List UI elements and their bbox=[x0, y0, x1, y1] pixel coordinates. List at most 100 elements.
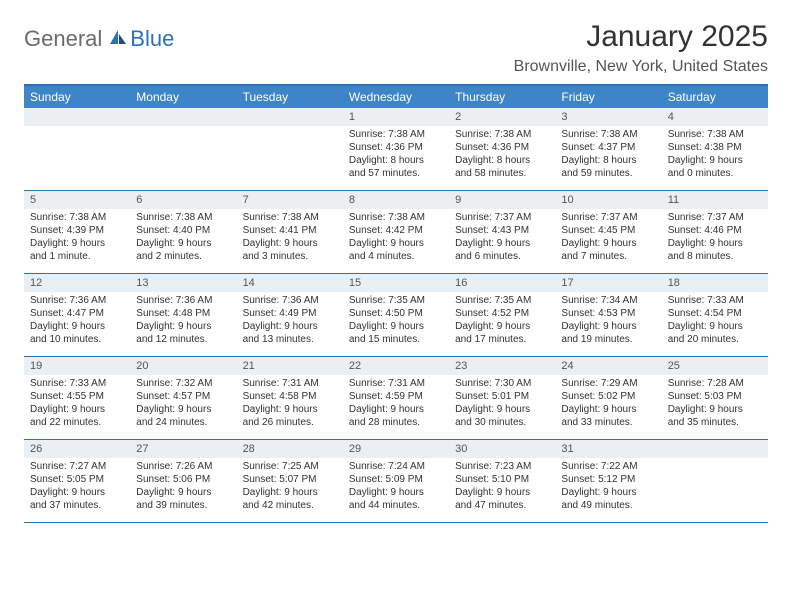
day-number: 8 bbox=[343, 191, 449, 209]
day-number: 15 bbox=[343, 274, 449, 292]
day-body: Sunrise: 7:36 AMSunset: 4:47 PMDaylight:… bbox=[24, 292, 130, 350]
sunrise-text: Sunrise: 7:37 AM bbox=[668, 211, 762, 224]
title-block: January 2025 Brownville, New York, Unite… bbox=[514, 20, 768, 76]
sunrise-text: Sunrise: 7:38 AM bbox=[349, 128, 443, 141]
day-cell: 31Sunrise: 7:22 AMSunset: 5:12 PMDayligh… bbox=[555, 440, 661, 522]
day-number: 16 bbox=[449, 274, 555, 292]
sunset-text: Sunset: 5:02 PM bbox=[561, 390, 655, 403]
daylight-text: Daylight: 8 hours and 59 minutes. bbox=[561, 154, 655, 180]
sunrise-text: Sunrise: 7:24 AM bbox=[349, 460, 443, 473]
sunset-text: Sunset: 4:52 PM bbox=[455, 307, 549, 320]
day-body: Sunrise: 7:38 AMSunset: 4:39 PMDaylight:… bbox=[24, 209, 130, 267]
day-body: Sunrise: 7:37 AMSunset: 4:43 PMDaylight:… bbox=[449, 209, 555, 267]
day-body bbox=[130, 126, 236, 132]
sunrise-text: Sunrise: 7:29 AM bbox=[561, 377, 655, 390]
day-body: Sunrise: 7:23 AMSunset: 5:10 PMDaylight:… bbox=[449, 458, 555, 516]
day-body: Sunrise: 7:33 AMSunset: 4:54 PMDaylight:… bbox=[662, 292, 768, 350]
daylight-text: Daylight: 9 hours and 2 minutes. bbox=[136, 237, 230, 263]
daylight-text: Daylight: 9 hours and 4 minutes. bbox=[349, 237, 443, 263]
logo-text-general: General bbox=[24, 26, 102, 52]
day-number: 23 bbox=[449, 357, 555, 375]
day-cell bbox=[24, 108, 130, 190]
sunrise-text: Sunrise: 7:31 AM bbox=[349, 377, 443, 390]
day-body: Sunrise: 7:36 AMSunset: 4:48 PMDaylight:… bbox=[130, 292, 236, 350]
day-body: Sunrise: 7:38 AMSunset: 4:38 PMDaylight:… bbox=[662, 126, 768, 184]
sunset-text: Sunset: 5:09 PM bbox=[349, 473, 443, 486]
sunset-text: Sunset: 4:47 PM bbox=[30, 307, 124, 320]
day-number: 19 bbox=[24, 357, 130, 375]
day-number: 30 bbox=[449, 440, 555, 458]
day-number: 9 bbox=[449, 191, 555, 209]
sunrise-text: Sunrise: 7:35 AM bbox=[455, 294, 549, 307]
daylight-text: Daylight: 9 hours and 28 minutes. bbox=[349, 403, 443, 429]
sunset-text: Sunset: 4:50 PM bbox=[349, 307, 443, 320]
day-cell bbox=[130, 108, 236, 190]
sunset-text: Sunset: 4:36 PM bbox=[349, 141, 443, 154]
daylight-text: Daylight: 9 hours and 3 minutes. bbox=[243, 237, 337, 263]
day-body: Sunrise: 7:24 AMSunset: 5:09 PMDaylight:… bbox=[343, 458, 449, 516]
sunrise-text: Sunrise: 7:28 AM bbox=[668, 377, 762, 390]
sunset-text: Sunset: 4:43 PM bbox=[455, 224, 549, 237]
day-cell: 7Sunrise: 7:38 AMSunset: 4:41 PMDaylight… bbox=[237, 191, 343, 273]
day-number: 24 bbox=[555, 357, 661, 375]
daylight-text: Daylight: 8 hours and 57 minutes. bbox=[349, 154, 443, 180]
daylight-text: Daylight: 9 hours and 49 minutes. bbox=[561, 486, 655, 512]
daylight-text: Daylight: 9 hours and 8 minutes. bbox=[668, 237, 762, 263]
week-row: 1Sunrise: 7:38 AMSunset: 4:36 PMDaylight… bbox=[24, 108, 768, 191]
sunset-text: Sunset: 4:38 PM bbox=[668, 141, 762, 154]
day-cell: 12Sunrise: 7:36 AMSunset: 4:47 PMDayligh… bbox=[24, 274, 130, 356]
day-cell: 28Sunrise: 7:25 AMSunset: 5:07 PMDayligh… bbox=[237, 440, 343, 522]
day-number: 21 bbox=[237, 357, 343, 375]
day-number: 2 bbox=[449, 108, 555, 126]
day-number: 20 bbox=[130, 357, 236, 375]
daylight-text: Daylight: 9 hours and 20 minutes. bbox=[668, 320, 762, 346]
sunrise-text: Sunrise: 7:22 AM bbox=[561, 460, 655, 473]
sunrise-text: Sunrise: 7:37 AM bbox=[455, 211, 549, 224]
day-cell: 24Sunrise: 7:29 AMSunset: 5:02 PMDayligh… bbox=[555, 357, 661, 439]
day-body: Sunrise: 7:37 AMSunset: 4:45 PMDaylight:… bbox=[555, 209, 661, 267]
sunset-text: Sunset: 4:49 PM bbox=[243, 307, 337, 320]
sunrise-text: Sunrise: 7:38 AM bbox=[30, 211, 124, 224]
sunrise-text: Sunrise: 7:26 AM bbox=[136, 460, 230, 473]
day-cell: 22Sunrise: 7:31 AMSunset: 4:59 PMDayligh… bbox=[343, 357, 449, 439]
logo-sail-icon bbox=[108, 28, 128, 51]
day-cell: 8Sunrise: 7:38 AMSunset: 4:42 PMDaylight… bbox=[343, 191, 449, 273]
day-body: Sunrise: 7:38 AMSunset: 4:37 PMDaylight:… bbox=[555, 126, 661, 184]
sunrise-text: Sunrise: 7:36 AM bbox=[30, 294, 124, 307]
sunset-text: Sunset: 4:37 PM bbox=[561, 141, 655, 154]
sunrise-text: Sunrise: 7:38 AM bbox=[243, 211, 337, 224]
sunrise-text: Sunrise: 7:38 AM bbox=[561, 128, 655, 141]
location: Brownville, New York, United States bbox=[514, 58, 768, 76]
dayhead-row: SundayMondayTuesdayWednesdayThursdayFrid… bbox=[24, 86, 768, 108]
day-cell: 1Sunrise: 7:38 AMSunset: 4:36 PMDaylight… bbox=[343, 108, 449, 190]
day-body: Sunrise: 7:38 AMSunset: 4:41 PMDaylight:… bbox=[237, 209, 343, 267]
sunset-text: Sunset: 5:06 PM bbox=[136, 473, 230, 486]
sunset-text: Sunset: 4:42 PM bbox=[349, 224, 443, 237]
sunset-text: Sunset: 4:45 PM bbox=[561, 224, 655, 237]
day-body: Sunrise: 7:27 AMSunset: 5:05 PMDaylight:… bbox=[24, 458, 130, 516]
sunset-text: Sunset: 4:39 PM bbox=[30, 224, 124, 237]
day-body: Sunrise: 7:32 AMSunset: 4:57 PMDaylight:… bbox=[130, 375, 236, 433]
sunset-text: Sunset: 4:40 PM bbox=[136, 224, 230, 237]
day-number: 31 bbox=[555, 440, 661, 458]
day-cell: 10Sunrise: 7:37 AMSunset: 4:45 PMDayligh… bbox=[555, 191, 661, 273]
day-body: Sunrise: 7:38 AMSunset: 4:42 PMDaylight:… bbox=[343, 209, 449, 267]
day-number: 29 bbox=[343, 440, 449, 458]
daylight-text: Daylight: 9 hours and 15 minutes. bbox=[349, 320, 443, 346]
day-cell bbox=[662, 440, 768, 522]
sunset-text: Sunset: 4:53 PM bbox=[561, 307, 655, 320]
daylight-text: Daylight: 9 hours and 19 minutes. bbox=[561, 320, 655, 346]
daylight-text: Daylight: 9 hours and 12 minutes. bbox=[136, 320, 230, 346]
sunrise-text: Sunrise: 7:38 AM bbox=[136, 211, 230, 224]
sunset-text: Sunset: 4:55 PM bbox=[30, 390, 124, 403]
day-number: 12 bbox=[24, 274, 130, 292]
sunrise-text: Sunrise: 7:33 AM bbox=[30, 377, 124, 390]
day-cell: 5Sunrise: 7:38 AMSunset: 4:39 PMDaylight… bbox=[24, 191, 130, 273]
day-body: Sunrise: 7:30 AMSunset: 5:01 PMDaylight:… bbox=[449, 375, 555, 433]
daylight-text: Daylight: 9 hours and 44 minutes. bbox=[349, 486, 443, 512]
day-body bbox=[24, 126, 130, 132]
sunset-text: Sunset: 5:01 PM bbox=[455, 390, 549, 403]
weeks-container: 1Sunrise: 7:38 AMSunset: 4:36 PMDaylight… bbox=[24, 108, 768, 523]
sunset-text: Sunset: 5:07 PM bbox=[243, 473, 337, 486]
day-cell: 25Sunrise: 7:28 AMSunset: 5:03 PMDayligh… bbox=[662, 357, 768, 439]
